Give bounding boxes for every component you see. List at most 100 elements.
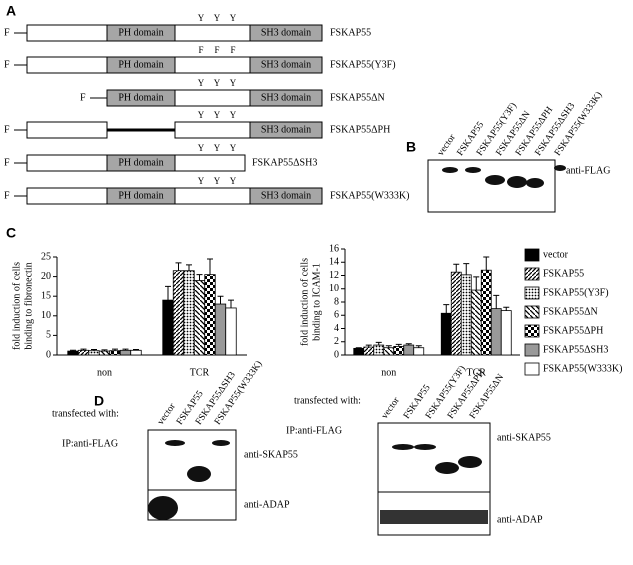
bar [480, 269, 492, 356]
construct-name: FSKAP55(Y3F) [330, 59, 396, 70]
panel-letter: B [406, 139, 416, 155]
y-tick-label: 25 [41, 251, 51, 262]
tag-label: F [4, 59, 10, 70]
lane-label: vector [380, 395, 402, 421]
error-bar [133, 349, 139, 351]
blot-label: anti-SKAP55 [497, 432, 551, 443]
tag-label: F [4, 157, 10, 168]
y-tick-label: 16 [329, 243, 339, 254]
bar [183, 270, 195, 356]
legend-label: vector [543, 249, 569, 260]
error-bar [503, 306, 510, 311]
y-tick-label: 14 [329, 257, 339, 268]
y-tick-label: 12 [329, 270, 339, 281]
blot-d-left [147, 429, 237, 521]
site: Y [198, 110, 205, 120]
bar [373, 344, 385, 356]
error-bar [186, 264, 192, 271]
sh3-domain [249, 24, 323, 42]
blot-label: anti-SKAP55 [244, 449, 298, 460]
y-tick-label: 0 [46, 349, 51, 360]
site: Y [230, 143, 237, 153]
transfected: transfected with: [294, 395, 361, 406]
legend-label: FSKAP55ΔSH3 [543, 344, 608, 355]
error-bar [385, 345, 392, 348]
legend-label: FSKAP55ΔN [543, 306, 598, 317]
ip: IP:anti-FLAG [62, 438, 118, 449]
sh3-label: SH3 domain [261, 190, 311, 201]
construct-name: FSKAP55ΔN [330, 92, 385, 103]
site: Y [198, 78, 205, 88]
bar [172, 270, 185, 356]
lane-label: vector [156, 401, 178, 427]
ph-domain [106, 187, 176, 205]
ph-label: PH domain [118, 92, 163, 103]
antibody: anti-FLAG [566, 165, 610, 176]
bar [393, 345, 405, 356]
legend-swatch [524, 248, 540, 262]
site: Y [214, 13, 221, 23]
error-bar [175, 262, 182, 271]
error-bar [101, 349, 108, 352]
bar [413, 347, 425, 356]
x-tick-label: non [97, 367, 112, 378]
error-bar [355, 347, 362, 349]
error-bar [91, 349, 97, 351]
bar [88, 350, 100, 356]
ph-label: PH domain [118, 157, 163, 168]
error-bar [493, 294, 500, 309]
y-tick-label: 10 [329, 283, 339, 294]
legend-swatch [524, 324, 540, 338]
construct-name: FSKAP55ΔSH3 [252, 157, 317, 168]
bar [119, 349, 132, 356]
x-tick-label: TCR [467, 367, 487, 378]
construct-box [26, 121, 108, 139]
error-bar [473, 276, 480, 291]
y-axis-label: fold induction of cells [11, 262, 22, 350]
ph-label: PH domain [118, 27, 163, 38]
error-bar [405, 343, 412, 346]
construct-name: FSKAP55 [330, 27, 371, 38]
ph-domain [106, 24, 176, 42]
ip: IP:anti-FLAG [286, 425, 342, 436]
ph-label: PH domain [118, 190, 163, 201]
error-bar [70, 349, 76, 352]
site: Y [214, 143, 221, 153]
panel-letter: A [6, 3, 16, 19]
site: F [230, 45, 235, 55]
legend-swatch [524, 267, 540, 281]
panel-letter: C [6, 225, 16, 241]
bar [204, 274, 216, 356]
sh3-domain [249, 187, 323, 205]
transfected: transfected with: [52, 408, 119, 419]
y-tick-label: 0 [334, 349, 339, 360]
legend-label: FSKAP55(Y3F) [543, 287, 609, 298]
tag-label: F [80, 92, 86, 103]
error-bar [122, 348, 129, 351]
sh3-label: SH3 domain [261, 92, 311, 103]
bar [403, 344, 415, 356]
legend-swatch [524, 343, 540, 357]
sh3-label: SH3 domain [261, 59, 311, 70]
ph-domain [106, 89, 176, 107]
error-bar [217, 295, 224, 305]
site: Y [198, 176, 205, 186]
y-tick-label: 2 [334, 336, 339, 347]
bar [77, 349, 90, 356]
blot-label: anti-ADAP [244, 499, 290, 510]
y-tick-label: 5 [46, 330, 51, 341]
ph-domain [106, 56, 176, 74]
error-bar [453, 263, 460, 273]
ph-label: PH domain [118, 59, 163, 70]
site: Y [230, 176, 237, 186]
site: F [214, 45, 219, 55]
y-tick-label: 20 [41, 271, 51, 282]
site: Y [214, 176, 221, 186]
sh3-domain [249, 89, 323, 107]
error-bar [483, 256, 490, 271]
bar [353, 347, 365, 356]
error-bar [165, 285, 171, 301]
error-bar [415, 345, 422, 348]
error-bar [375, 341, 382, 346]
